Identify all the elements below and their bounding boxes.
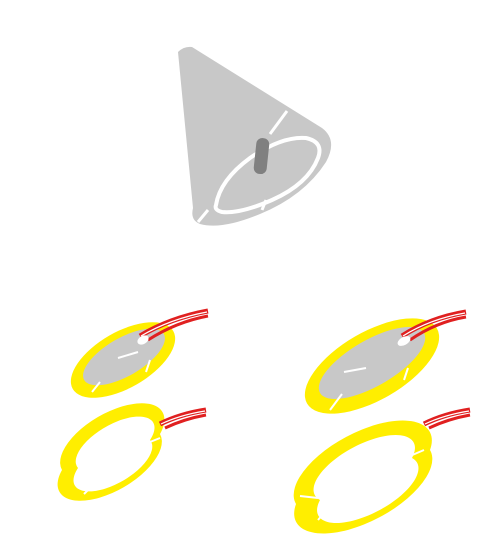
disc-small-seam [91,381,101,393]
cone-seam [260,199,268,211]
disc-large-solder [397,336,411,346]
ring-large-body [293,420,433,534]
cone-shell [178,46,332,226]
disc-large-wire-red2 [409,315,467,342]
ring-small-seam [149,437,161,443]
ring-large-seam [299,495,319,499]
cone-slot [253,138,270,175]
cone-seam [268,110,289,135]
disc-small-lead [117,351,139,359]
ring-large [293,407,471,534]
ring-small-body [57,403,165,501]
disc-small-solder [137,335,149,345]
disc-large-electroded [304,309,467,414]
ring-large-wire-hl [424,410,470,425]
ring-small-seam [83,485,93,495]
disc-large-wire-hl [402,312,466,337]
disc-small-wire-red2 [147,314,209,342]
cone-body [178,46,332,226]
disc-small-seam [145,359,151,373]
disc-small-wire-hl [140,311,208,337]
ring-large-seam [409,449,425,457]
cone-rim-ring [213,135,322,215]
disc-large-seam [403,367,409,381]
ring-small-wire-red2 [164,413,207,430]
ring-small-wire-hl [160,410,206,425]
disc-large-lead [343,367,367,373]
disc-small-electroded [70,308,209,398]
ring-large-seam [317,505,331,521]
disc-large-seam [329,393,343,411]
ring-large-wire-red2 [428,413,471,430]
ring-small [57,403,207,501]
cone-seam [196,209,210,223]
